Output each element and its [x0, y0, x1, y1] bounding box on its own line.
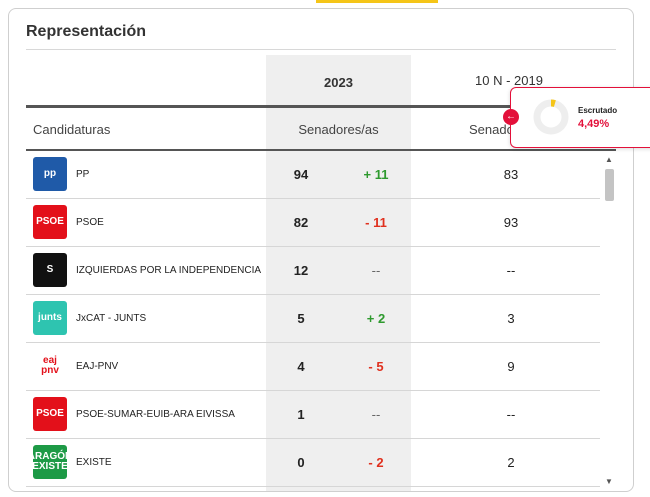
party-logo: PSOE [33, 205, 67, 239]
top-accent-bar [316, 0, 438, 3]
results-table[interactable]: pp PP 94 + 11 83 PSOE PSOE 82- 11 93 S IZQUIERDAS … [26, 151, 600, 487]
senators-previous-column-header: Senado [469, 122, 514, 137]
party-logo: pp [33, 157, 67, 191]
header-divider-top [26, 105, 616, 108]
seats-difference: - 11 [365, 215, 387, 230]
scrutiny-value: 4,49% [578, 118, 610, 130]
party-name: PSOE [76, 217, 104, 228]
seats-current: 0 [297, 455, 305, 470]
seats-difference: - 5 [368, 359, 384, 374]
seats-previous: -- [506, 407, 516, 422]
seats-current: 94 [293, 167, 309, 182]
table-row[interactable]: eaj pnv EAJ-PNV 4 - 5 9 [26, 343, 600, 391]
seats-previous: 2 [507, 455, 515, 470]
senators-column-header: Senadores/as [298, 122, 379, 137]
seats-difference: + 2 [366, 311, 386, 326]
seats-current: 82 [293, 215, 309, 230]
scroll-up-arrow-icon[interactable]: ▲ [605, 155, 613, 164]
party-logo: S [33, 253, 67, 287]
scrutiny-label: Escrutado [578, 106, 618, 115]
scrutiny-popup: ← Escrutado 4,49% [503, 87, 650, 148]
title-divider [26, 49, 616, 50]
table-row[interactable]: pp PP 94 + 11 83 [26, 151, 600, 199]
table-row[interactable]: ARAGÓN EXISTE EXISTE 0 - 2 2 [26, 439, 600, 487]
table-row[interactable]: S IZQUIERDAS POR LA INDEPENDENCIA 12 -- -- [26, 247, 600, 295]
current-year-column-highlight [266, 55, 411, 491]
table-row[interactable]: junts JxCAT - JUNTS 5 + 2 3 [26, 295, 600, 343]
seats-current: 4 [297, 359, 305, 374]
header-divider-bottom [26, 149, 616, 151]
seats-previous: -- [506, 263, 516, 278]
seats-current: 1 [297, 407, 305, 422]
party-name: PSOE-SUMAR-EUIB-ARA EIVISSA [76, 409, 235, 420]
representation-card: Representación 2023 10 N - 2019 Candidat… [8, 8, 634, 492]
party-logo: PSOE [33, 397, 67, 431]
seats-previous: 3 [507, 311, 515, 326]
seats-previous: 83 [503, 167, 519, 182]
scrutiny-donut-chart [533, 99, 569, 135]
party-logo: ARAGÓN EXISTE [33, 445, 67, 479]
scroll-thumb[interactable] [605, 169, 614, 201]
scroll-down-arrow-icon[interactable]: ▼ [605, 477, 613, 486]
party-logo: eaj pnv [33, 349, 67, 383]
party-name: EAJ-PNV [76, 361, 119, 372]
year-previous-header: 10 N - 2019 [475, 73, 543, 88]
collapse-arrow-icon[interactable]: ← [503, 109, 519, 125]
party-logo: junts [33, 301, 67, 335]
party-name: IZQUIERDAS POR LA INDEPENDENCIA [76, 265, 262, 276]
seats-difference: -- [371, 407, 381, 422]
seats-difference: -- [371, 263, 381, 278]
year-current-header: 2023 [324, 75, 353, 90]
seats-difference: + 11 [363, 167, 389, 182]
candidacies-column-header: Candidaturas [33, 122, 111, 137]
seats-current: 12 [293, 263, 309, 278]
section-title: Representación [26, 23, 147, 40]
party-name: EXISTE [76, 457, 112, 468]
party-name: JxCAT - JUNTS [76, 313, 147, 324]
seats-previous: 9 [507, 359, 515, 374]
seats-current: 5 [297, 311, 305, 326]
seats-difference: - 2 [368, 455, 384, 470]
seats-previous: 93 [503, 215, 519, 230]
table-row[interactable]: PSOE PSOE-SUMAR-EUIB-ARA EIVISSA 1 -- -- [26, 391, 600, 439]
party-name: PP [76, 169, 90, 180]
table-scrollbar[interactable]: ▲ ▼ [603, 155, 615, 489]
table-row[interactable]: PSOE PSOE 82 - 11 93 [26, 199, 600, 247]
